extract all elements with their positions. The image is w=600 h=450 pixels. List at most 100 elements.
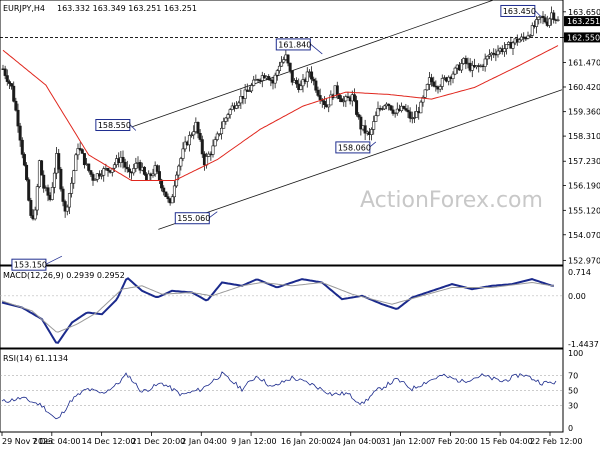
candle-body: [239, 96, 243, 104]
x-tick-label: 29 Nov 2023: [2, 437, 53, 446]
candle-body: [340, 98, 344, 103]
candle-body: [172, 185, 176, 198]
candle-body: [387, 103, 391, 106]
candle-body: [434, 85, 438, 88]
candle-body: [395, 108, 399, 114]
candle-body: [138, 162, 142, 171]
candle-body: [27, 179, 31, 201]
x-tick-label: 7 Feb 20:00: [430, 437, 477, 446]
candle-body: [415, 111, 419, 118]
candle-body: [76, 148, 80, 156]
moving-average-line: [2, 45, 559, 181]
candle-body: [22, 154, 26, 166]
candle-body: [89, 170, 93, 175]
candle-body: [151, 173, 155, 176]
macd-title: MACD(12,26,9) 0.2939 0.2952: [3, 271, 125, 280]
candle-body: [106, 168, 110, 171]
candle-body: [40, 160, 44, 176]
candle-body: [200, 139, 204, 155]
price-tick-label: 154.070: [568, 231, 600, 240]
dashed-level-tag: 162.550: [567, 33, 600, 42]
candle-body: [190, 134, 194, 136]
candle-body: [505, 44, 509, 50]
candle-body: [187, 135, 191, 146]
candles: [1, 6, 560, 221]
candle-body: [220, 127, 224, 135]
macd-lines: 0.714 0.00 -1.4437: [0, 268, 599, 349]
candle-body: [181, 148, 185, 159]
candle-body: [228, 109, 232, 115]
channel-lower-line: [158, 89, 563, 230]
candle-body: [487, 54, 491, 57]
candle-body: [376, 108, 380, 116]
candle-body: [74, 154, 78, 172]
x-tick-label: 24 Jan 04:00: [331, 437, 382, 446]
label-163450: 163.450: [503, 7, 536, 16]
candle-body: [316, 89, 320, 96]
candle-body: [502, 48, 506, 53]
rsi-tick-label: 100: [568, 349, 583, 358]
candle-body: [528, 35, 532, 37]
candle-body: [485, 55, 489, 60]
candle-body: [543, 17, 547, 23]
candle-body: [314, 80, 318, 91]
current-price-tag-box: [564, 16, 600, 27]
label-158550-connector: [129, 124, 137, 131]
candle-body: [511, 42, 515, 49]
candle-body: [250, 85, 254, 92]
candle-body: [453, 67, 457, 75]
candle-body: [344, 96, 348, 102]
candle-body: [25, 164, 29, 180]
candle-body: [123, 161, 127, 168]
price-tick-label: 161.470: [568, 59, 600, 68]
candle-body: [42, 174, 46, 189]
candle-body: [440, 78, 444, 87]
candle-body: [112, 164, 116, 169]
candle-body: [57, 153, 61, 170]
candle-body: [16, 109, 20, 127]
rsi-tick-label: 0: [568, 424, 573, 433]
candle-body: [125, 166, 129, 170]
candle-body: [59, 168, 63, 190]
candle-body: [127, 168, 131, 173]
price-labels: 153.150 158.550 155.060 161.840 158.060 163.4…: [11, 4, 542, 271]
candle-body: [183, 141, 187, 150]
candle-body: [215, 133, 219, 140]
candle-body: [318, 95, 322, 100]
trend-channel: [131, 0, 563, 230]
rsi-tick-label: 70: [568, 372, 578, 381]
candle-body: [451, 73, 455, 79]
candle-body: [170, 196, 174, 204]
candle-body: [389, 105, 393, 111]
candle-body: [552, 12, 556, 21]
candle-body: [355, 100, 359, 115]
candle-body: [421, 97, 425, 103]
candle-body: [310, 71, 314, 80]
candle-body: [87, 163, 91, 171]
candle-body: [243, 89, 247, 99]
candle-body: [164, 191, 168, 197]
candle-body: [535, 19, 539, 27]
candle-body: [142, 166, 146, 175]
candle-body: [280, 61, 284, 67]
rsi-line: [1, 371, 557, 420]
candle-body: [352, 94, 356, 101]
candle-body: [282, 59, 286, 63]
candle-body: [329, 94, 333, 106]
label-155060-box: [174, 212, 210, 225]
candle-body: [217, 133, 221, 135]
candle-body: [374, 115, 378, 122]
candle-body: [207, 153, 211, 157]
label-155060: 155.060: [177, 214, 210, 223]
candle-body: [67, 193, 71, 208]
candle-body: [7, 81, 11, 84]
label-163450-box: [500, 4, 536, 17]
candle-body: [357, 114, 361, 118]
macd-panel-frame: [0, 265, 564, 349]
candle-body: [346, 96, 350, 99]
x-tick-label: 22 Feb 12:00: [530, 437, 582, 446]
candle-body: [363, 125, 367, 134]
macd-tick-label: -1.4437: [568, 340, 599, 349]
candle-body: [393, 112, 397, 115]
